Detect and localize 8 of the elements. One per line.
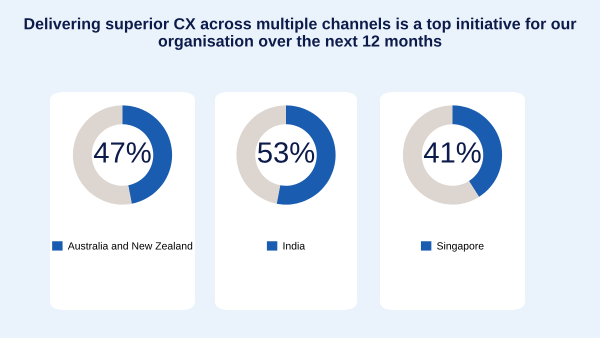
legend-label: India — [283, 242, 306, 250]
donut-slice — [402, 105, 480, 205]
data-label: 53% — [258, 142, 314, 163]
text: Delivering superior CX across multiple channels is a top initiative for our organisation over the next 12 months — [24, 18, 576, 50]
data-label: 41% — [424, 142, 481, 163]
legend-label: Singapore — [437, 242, 484, 252]
legend-label: Australia and New Zealand — [68, 242, 192, 250]
data-label: 47% — [94, 142, 151, 163]
